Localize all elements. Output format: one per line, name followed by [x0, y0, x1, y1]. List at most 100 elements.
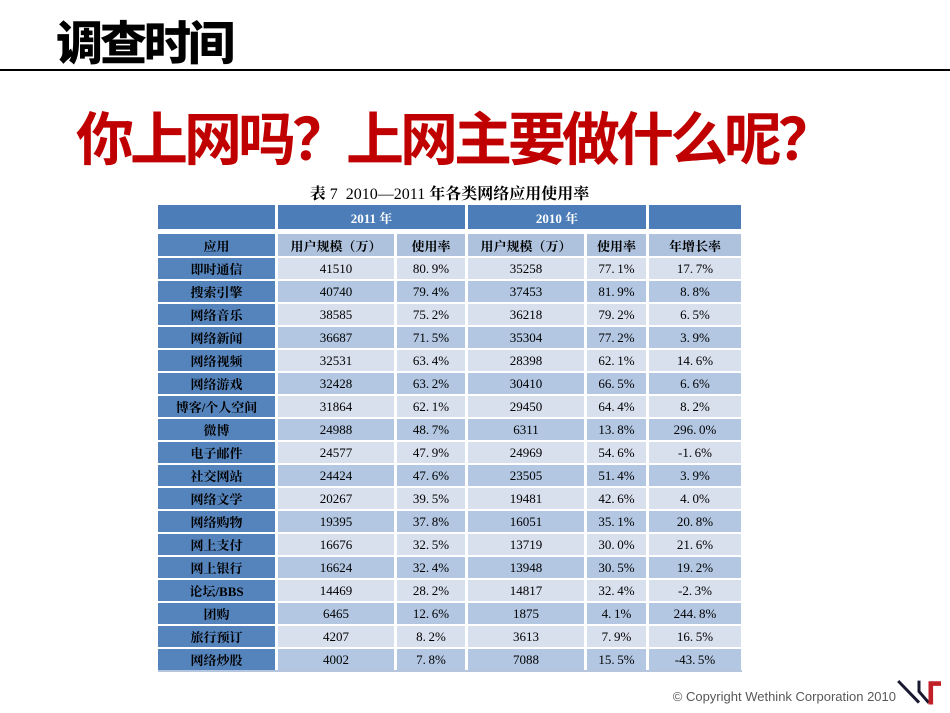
- value-cell: 4002: [278, 649, 394, 670]
- row-label: 网络视频: [158, 350, 275, 371]
- value-cell: 23505: [468, 465, 584, 486]
- table-row: 博客/个人空间 31864 62. 1% 29450 64. 4% 8. 2%: [158, 396, 741, 417]
- table-row: 网络文学 20267 39. 5% 19481 42. 6% 4. 0%: [158, 488, 741, 509]
- value-cell: 32531: [278, 350, 394, 371]
- table-row: 网络购物 19395 37. 8% 16051 35. 1% 20. 8%: [158, 511, 741, 532]
- logo-red-stroke: [928, 681, 941, 705]
- slide-title: 调查时间: [56, 5, 235, 74]
- row-label: 网络文学: [158, 488, 275, 509]
- value-cell: 64. 4%: [587, 396, 646, 417]
- value-cell: 31864: [278, 396, 394, 417]
- value-cell: 48. 7%: [397, 419, 465, 440]
- value-cell: 14469: [278, 580, 394, 601]
- value-cell: 80. 9%: [397, 258, 465, 279]
- value-cell: 24577: [278, 442, 394, 463]
- row-label: 网络新闻: [158, 327, 275, 348]
- value-cell: 47. 6%: [397, 465, 465, 486]
- value-cell: 32428: [278, 373, 394, 394]
- value-cell: 35304: [468, 327, 584, 348]
- row-label: 团购: [158, 603, 275, 624]
- value-cell: 16. 5%: [649, 626, 741, 647]
- value-cell: 30. 5%: [587, 557, 646, 578]
- row-label: 网络炒股: [158, 649, 275, 670]
- value-cell: 1875: [468, 603, 584, 624]
- wethink-logo: [897, 679, 941, 705]
- value-cell: 8. 2%: [397, 626, 465, 647]
- value-cell: 63. 2%: [397, 373, 465, 394]
- value-cell: 4207: [278, 626, 394, 647]
- table-row: 网络新闻 36687 71. 5% 35304 77. 2% 3. 9%: [158, 327, 741, 348]
- table-row: 网络游戏 32428 63. 2% 30410 66. 5% 6. 6%: [158, 373, 741, 394]
- value-cell: 66. 5%: [587, 373, 646, 394]
- value-cell: 20. 8%: [649, 511, 741, 532]
- value-cell: 35258: [468, 258, 584, 279]
- value-cell: 15. 5%: [587, 649, 646, 670]
- value-cell: 39. 5%: [397, 488, 465, 509]
- table-row: 网上支付 16676 32. 5% 13719 30. 0% 21. 6%: [158, 534, 741, 555]
- row-label: 即时通信: [158, 258, 275, 279]
- value-cell: 51. 4%: [587, 465, 646, 486]
- row-label: 网上银行: [158, 557, 275, 578]
- value-cell: 29450: [468, 396, 584, 417]
- value-cell: 47. 9%: [397, 442, 465, 463]
- row-label: 网络音乐: [158, 304, 275, 325]
- value-cell: 36687: [278, 327, 394, 348]
- value-cell: 3613: [468, 626, 584, 647]
- value-cell: 244. 8%: [649, 603, 741, 624]
- table-row: 即时通信 41510 80. 9% 35258 77. 1% 17. 7%: [158, 258, 741, 279]
- title-divider: [0, 69, 950, 71]
- value-cell: 19395: [278, 511, 394, 532]
- table-row: 电子邮件 24577 47. 9% 24969 54. 6% -1. 6%: [158, 442, 741, 463]
- value-cell: 16051: [468, 511, 584, 532]
- value-cell: 54. 6%: [587, 442, 646, 463]
- row-label: 论坛/BBS: [158, 580, 275, 601]
- value-cell: 13719: [468, 534, 584, 555]
- copyright-text: © Copyright Wethink Corporation 2010: [672, 689, 896, 704]
- value-cell: 37. 8%: [397, 511, 465, 532]
- value-cell: 13. 8%: [587, 419, 646, 440]
- value-cell: 8. 2%: [649, 396, 741, 417]
- row-label: 网上支付: [158, 534, 275, 555]
- table-row: 微博 24988 48. 7% 6311 13. 8% 296. 0%: [158, 419, 741, 440]
- logo-w-stroke: [897, 679, 930, 704]
- row-label: 网络购物: [158, 511, 275, 532]
- value-cell: 7. 9%: [587, 626, 646, 647]
- table-row: 社交网站 24424 47. 6% 23505 51. 4% 3. 9%: [158, 465, 741, 486]
- value-cell: 32. 5%: [397, 534, 465, 555]
- value-cell: 63. 4%: [397, 350, 465, 371]
- value-cell: 19481: [468, 488, 584, 509]
- value-cell: 24969: [468, 442, 584, 463]
- value-cell: 16676: [278, 534, 394, 555]
- table-row: 搜索引擎 40740 79. 4% 37453 81. 9% 8. 8%: [158, 281, 741, 302]
- table-row: 团购 6465 12. 6% 1875 4. 1% 244. 8%: [158, 603, 741, 624]
- value-cell: 32. 4%: [397, 557, 465, 578]
- value-cell: 12. 6%: [397, 603, 465, 624]
- row-label: 网络游戏: [158, 373, 275, 394]
- value-cell: 38585: [278, 304, 394, 325]
- value-cell: 6. 5%: [649, 304, 741, 325]
- usage-table: 2011 年 2010 年 应用 用户规模（万） 使用率 用户规模（万） 使用率 年增长率…: [158, 205, 741, 672]
- table-row: 网络音乐 38585 75. 2% 36218 79. 2% 6. 5%: [158, 304, 741, 325]
- table-row: 论坛/BBS 14469 28. 2% 14817 32. 4% -2. 3%: [158, 580, 741, 601]
- value-cell: 42. 6%: [587, 488, 646, 509]
- value-cell: 8. 8%: [649, 281, 741, 302]
- value-cell: 20267: [278, 488, 394, 509]
- value-cell: 21. 6%: [649, 534, 741, 555]
- band-2010-cell: 2010 年: [468, 205, 646, 229]
- value-cell: 81. 9%: [587, 281, 646, 302]
- table-row: 网络炒股 4002 7. 8% 7088 15. 5% -43. 5%: [158, 649, 741, 670]
- value-cell: 28398: [468, 350, 584, 371]
- value-cell: 6465: [278, 603, 394, 624]
- value-cell: 16624: [278, 557, 394, 578]
- value-cell: 13948: [468, 557, 584, 578]
- row-label: 博客/个人空间: [158, 396, 275, 417]
- column-header: 年增长率: [649, 234, 741, 256]
- row-label: 微博: [158, 419, 275, 440]
- value-cell: 3. 9%: [649, 465, 741, 486]
- column-header: 使用率: [587, 234, 646, 256]
- table-row: 网络视频 32531 63. 4% 28398 62. 1% 14. 6%: [158, 350, 741, 371]
- table-band-row: 2011 年 2010 年: [158, 205, 741, 229]
- value-cell: 37453: [468, 281, 584, 302]
- value-cell: 14817: [468, 580, 584, 601]
